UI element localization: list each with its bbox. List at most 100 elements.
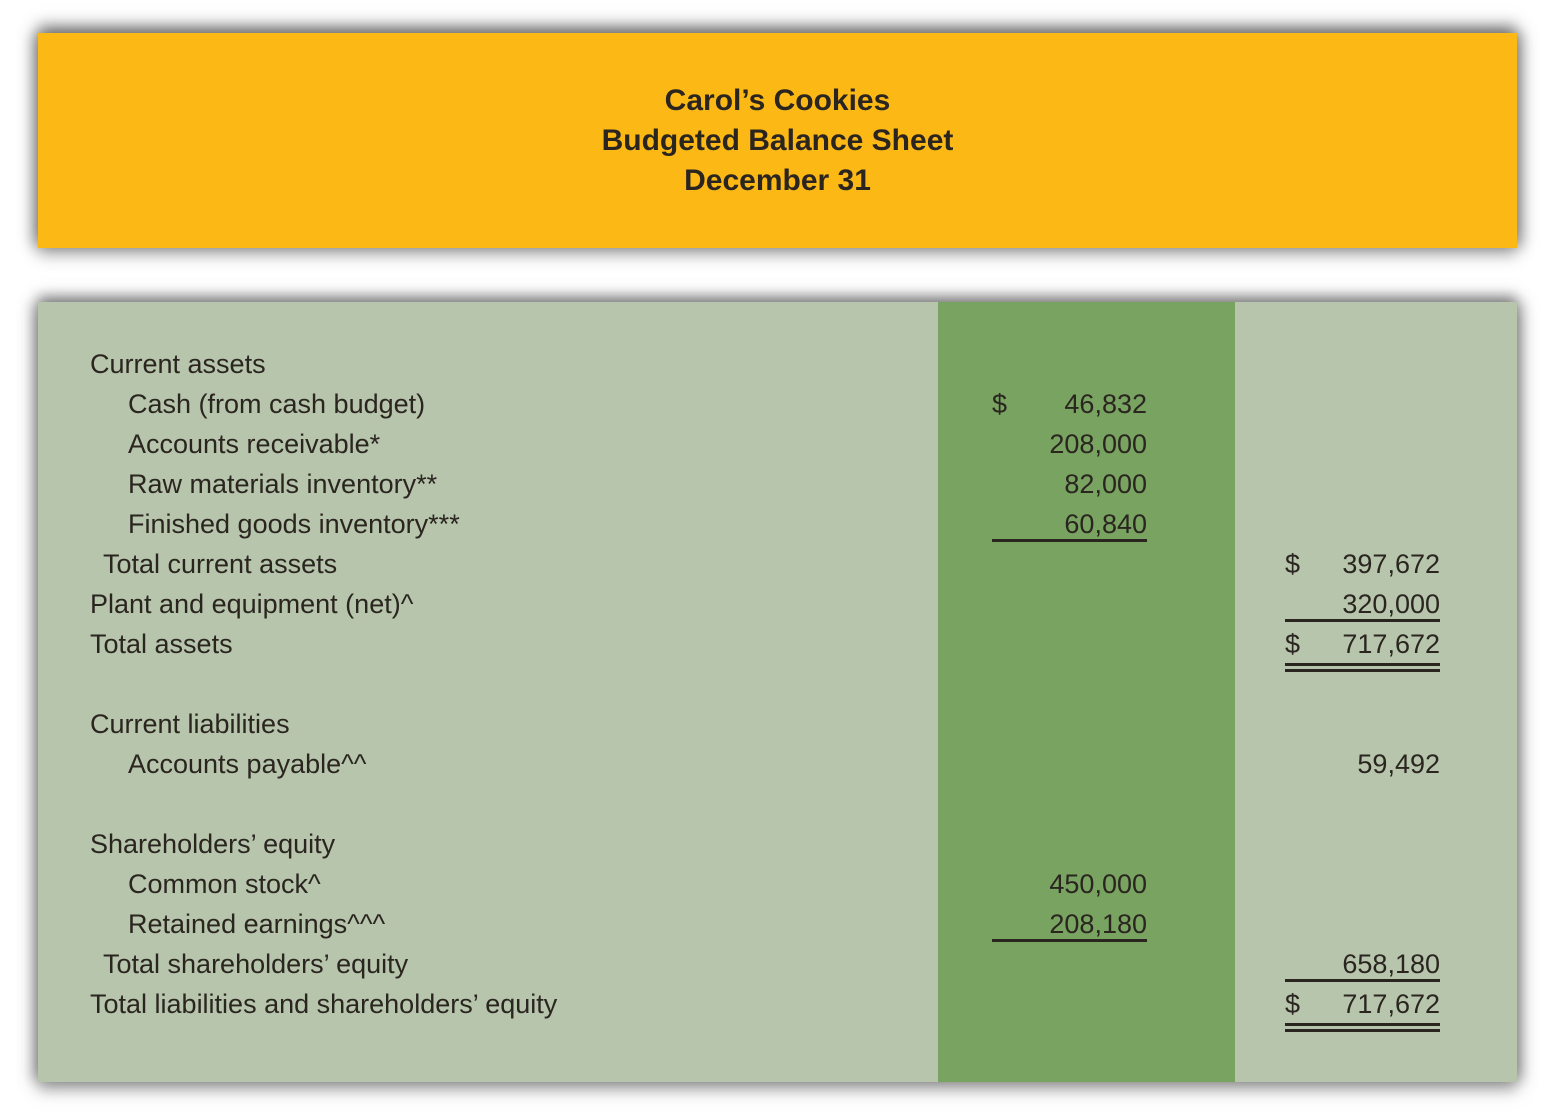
row-label: Cash (from cash budget) <box>128 388 426 419</box>
table-row: Plant and equipment (net)^ 320,000 <box>38 584 1517 624</box>
amount: $717,672 <box>1285 624 1440 672</box>
amount: 658,180 <box>1285 944 1440 984</box>
amount-value: 60,840 <box>1064 508 1147 539</box>
mid-amount-cell <box>938 944 1235 984</box>
mid-amount-cell <box>938 704 1235 744</box>
amount: 208,180 <box>992 904 1147 944</box>
title-banner: Carol’s Cookies Budgeted Balance Sheet D… <box>38 33 1517 248</box>
amount-value: 658,180 <box>1342 948 1440 979</box>
table-row: Shareholders’ equity <box>38 824 1517 864</box>
right-amount-cell <box>1235 504 1517 544</box>
mid-amount-cell: 60,840 <box>938 504 1235 544</box>
amount-value: 397,672 <box>1342 548 1440 579</box>
right-amount-cell <box>1235 824 1517 864</box>
right-amount-cell: $717,672 <box>1235 624 1517 672</box>
amount: 59,492 <box>1285 744 1440 784</box>
single-underline <box>992 539 1147 542</box>
mid-amount-cell <box>938 744 1235 784</box>
right-amount-cell <box>1235 384 1517 424</box>
balance-sheet-rows: Current assets Cash (from cash budget) $46… <box>38 302 1517 1032</box>
mid-amount-cell <box>938 824 1235 864</box>
double-underline <box>1285 663 1440 672</box>
amount-value: 59,492 <box>1357 748 1440 779</box>
amount: 60,840 <box>992 504 1147 544</box>
right-amount-cell <box>1235 704 1517 744</box>
row-label: Total liabilities and shareholders’ equi… <box>90 988 558 1019</box>
table-row: Retained earnings^^^ 208,180 <box>38 904 1517 944</box>
right-amount-cell <box>1235 424 1517 464</box>
right-amount-cell: $397,672 <box>1235 544 1517 584</box>
amount: 320,000 <box>1285 584 1440 624</box>
right-amount-cell: 658,180 <box>1235 944 1517 984</box>
single-underline <box>1285 619 1440 622</box>
amount-value: 82,000 <box>1064 468 1147 499</box>
amount-value: 208,180 <box>1049 908 1147 939</box>
table-row: Total liabilities and shareholders’ equi… <box>38 984 1517 1032</box>
mid-amount-cell: $46,832 <box>938 384 1235 424</box>
balance-sheet: Current assets Cash (from cash budget) $46… <box>38 302 1517 1082</box>
amount-column-stripe <box>938 302 1235 1082</box>
amount-value: 46,832 <box>1064 388 1147 419</box>
row-label: Total assets <box>90 628 233 659</box>
amount-value: 717,672 <box>1342 628 1440 659</box>
row-label: Total shareholders’ equity <box>103 948 409 979</box>
amount-value: 450,000 <box>1049 868 1147 899</box>
row-label: Accounts receivable* <box>128 428 381 459</box>
row-label: Plant and equipment (net)^ <box>90 588 414 619</box>
table-row: Accounts payable^^ 59,492 <box>38 744 1517 784</box>
mid-amount-cell <box>938 624 1235 664</box>
double-underline <box>1285 1023 1440 1032</box>
row-label: Accounts payable^^ <box>128 748 367 779</box>
amount-value: 717,672 <box>1342 988 1440 1019</box>
mid-amount-cell: 82,000 <box>938 464 1235 504</box>
dollar-sign: $ <box>1285 628 1301 659</box>
statement-date: December 31 <box>684 163 871 197</box>
right-amount-cell <box>1235 864 1517 904</box>
table-row: Accounts receivable* 208,000 <box>38 424 1517 464</box>
table-row: Total shareholders’ equity 658,180 <box>38 944 1517 984</box>
mid-amount-cell: 450,000 <box>938 864 1235 904</box>
right-amount-cell: 59,492 <box>1235 744 1517 784</box>
mid-amount-cell: 208,180 <box>938 904 1235 944</box>
mid-amount-cell <box>938 544 1235 584</box>
dollar-sign: $ <box>992 388 1008 419</box>
right-amount-cell <box>1235 464 1517 504</box>
amount: $717,672 <box>1285 984 1440 1032</box>
row-label: Shareholders’ equity <box>90 828 336 859</box>
table-row: Total current assets $397,672 <box>38 544 1517 584</box>
amount-value: 208,000 <box>1049 428 1147 459</box>
amount: 82,000 <box>992 464 1147 504</box>
row-label: Finished goods inventory*** <box>128 508 460 539</box>
amount: 208,000 <box>992 424 1147 464</box>
right-amount-cell <box>1235 344 1517 384</box>
mid-amount-cell <box>938 344 1235 384</box>
table-row: Current assets <box>38 344 1517 384</box>
row-label: Common stock^ <box>128 868 321 899</box>
amount: $397,672 <box>1285 544 1440 584</box>
amount: $46,832 <box>992 384 1147 424</box>
table-row: Raw materials inventory** 82,000 <box>38 464 1517 504</box>
row-label: Total current assets <box>103 548 338 579</box>
row-label: Retained earnings^^^ <box>128 908 386 939</box>
right-amount-cell: 320,000 <box>1235 584 1517 624</box>
right-amount-cell: $717,672 <box>1235 984 1517 1032</box>
dollar-sign: $ <box>1285 548 1301 579</box>
dollar-sign: $ <box>1285 988 1301 1019</box>
spacer-row <box>38 784 1517 824</box>
mid-amount-cell <box>938 584 1235 624</box>
single-underline <box>992 939 1147 942</box>
table-row: Cash (from cash budget) $46,832 <box>38 384 1517 424</box>
table-row: Finished goods inventory*** 60,840 <box>38 504 1517 544</box>
row-label: Current liabilities <box>90 708 290 739</box>
table-row: Total assets $717,672 <box>38 624 1517 672</box>
amount-value: 320,000 <box>1342 588 1440 619</box>
company-name: Carol’s Cookies <box>664 83 891 117</box>
amount: 450,000 <box>992 864 1147 904</box>
right-amount-cell <box>1235 904 1517 944</box>
mid-amount-cell: 208,000 <box>938 424 1235 464</box>
single-underline <box>1285 979 1440 982</box>
table-row: Common stock^ 450,000 <box>38 864 1517 904</box>
mid-amount-cell <box>938 984 1235 1024</box>
row-label: Current assets <box>90 348 266 379</box>
table-row: Current liabilities <box>38 704 1517 744</box>
